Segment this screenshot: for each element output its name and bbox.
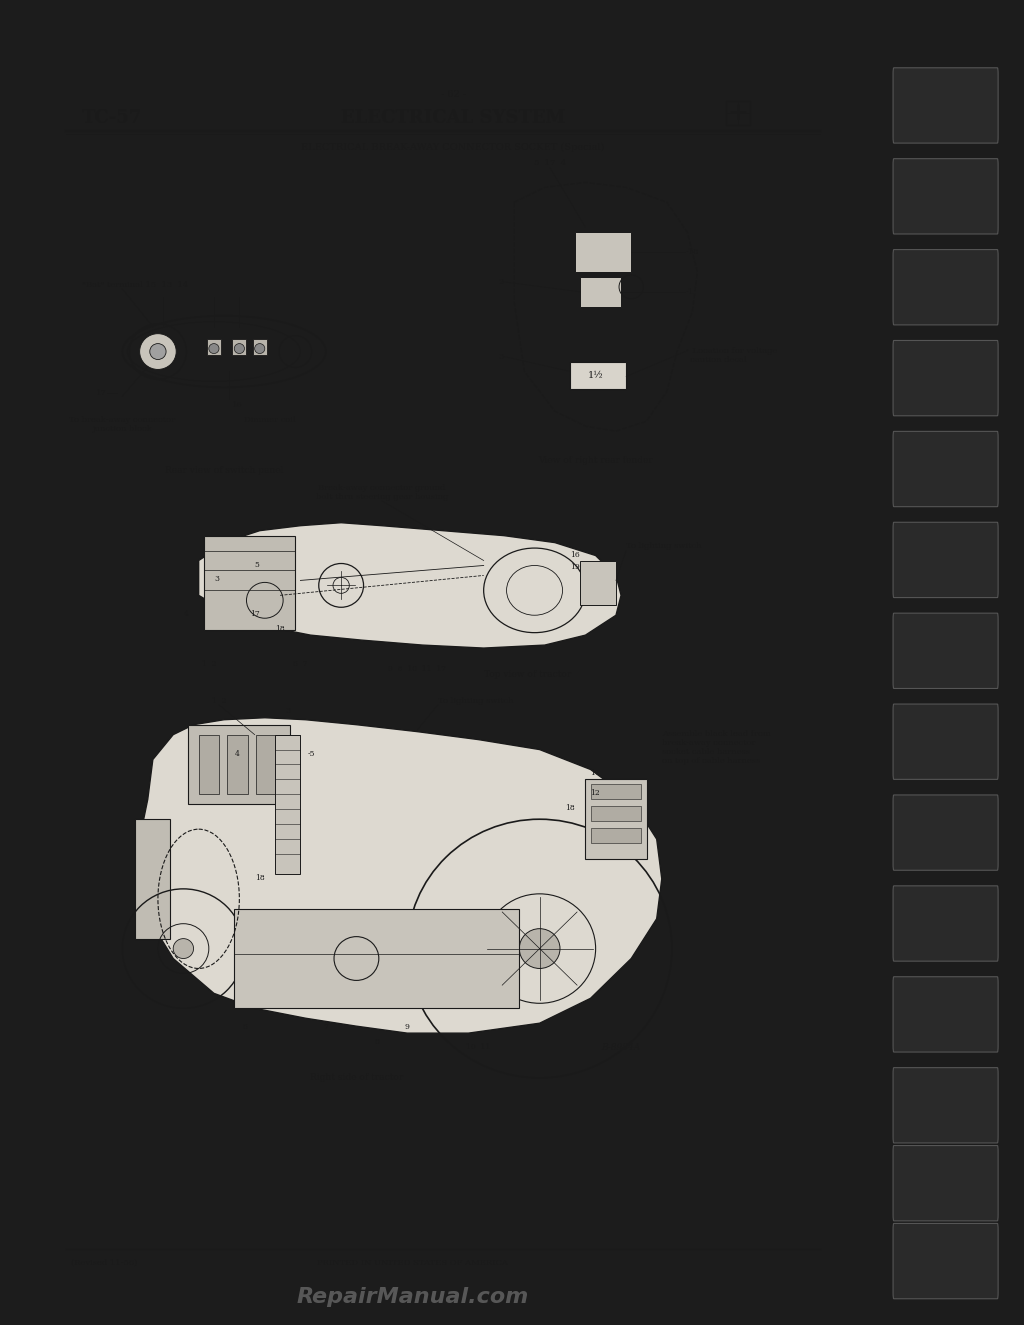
Text: To break-away connector
junction block: To break-away connector junction block: [70, 416, 175, 433]
Bar: [591, 807, 641, 822]
Text: Assemble black lead from
break-away connector
socket cable harness
on top of cab: Assemble black lead from break-away conn…: [662, 730, 770, 766]
Text: ELECTRICAL BREAK-AWAY CONNECTOR SOCKET (Special): ELECTRICAL BREAK-AWAY CONNECTOR SOCKET (…: [301, 143, 605, 152]
FancyBboxPatch shape: [893, 795, 998, 871]
Bar: [204, 535, 295, 631]
Text: • Location for voltage
  caution decal: • Location for voltage caution decal: [685, 347, 777, 364]
Text: Top view of tractor: Top view of tractor: [483, 670, 571, 678]
Circle shape: [519, 929, 560, 969]
Text: 6: 6: [242, 1023, 247, 1031]
Bar: [256, 734, 276, 795]
Text: - 62 -: - 62 -: [440, 90, 466, 99]
Circle shape: [139, 334, 176, 370]
Bar: [591, 828, 641, 843]
Text: 5: 5: [255, 560, 259, 568]
Text: 18: 18: [565, 804, 575, 812]
FancyBboxPatch shape: [893, 977, 998, 1052]
Text: 9  8  10  11  17: 9 8 10 11 17: [388, 665, 446, 673]
Bar: [199, 734, 219, 795]
FancyBboxPatch shape: [893, 432, 998, 506]
Text: 4: 4: [234, 750, 240, 758]
Bar: [134, 819, 170, 938]
Text: 17: 17: [96, 390, 108, 397]
FancyBboxPatch shape: [893, 341, 998, 416]
Text: -1: -1: [685, 288, 693, 295]
FancyBboxPatch shape: [893, 522, 998, 598]
Text: 17: 17: [591, 770, 600, 778]
Text: (Revised 11-56): (Revised 11-56): [72, 1259, 138, 1267]
Text: To lighting switch: To lighting switch: [438, 697, 513, 705]
Bar: [232, 339, 247, 355]
Text: 17: 17: [250, 611, 259, 619]
FancyBboxPatch shape: [893, 68, 998, 143]
Text: 1  2: 1 2: [212, 697, 226, 705]
Text: B-8984A: B-8984A: [601, 1043, 641, 1052]
Text: "Bat" terminal 15  13  14: "Bat" terminal 15 13 14: [82, 281, 187, 289]
Text: 12: 12: [591, 790, 600, 798]
Text: 9: 9: [404, 1023, 410, 1031]
Text: 5  17  4: 5 17 4: [534, 159, 566, 167]
Text: 18: 18: [255, 874, 265, 882]
Text: View of right rear fender: View of right rear fender: [539, 456, 653, 465]
Text: 3: 3: [285, 706, 290, 714]
Polygon shape: [137, 718, 662, 1034]
Circle shape: [150, 343, 166, 359]
FancyBboxPatch shape: [893, 249, 998, 325]
Text: PRINTED IN UNITED STATES OF AMERICA: PRINTED IN UNITED STATES OF AMERICA: [317, 1259, 508, 1267]
Text: +: +: [728, 101, 749, 125]
Text: To lighting switch: To lighting switch: [626, 542, 701, 550]
Bar: [207, 339, 221, 355]
FancyBboxPatch shape: [893, 1068, 998, 1143]
Bar: [227, 734, 248, 795]
Bar: [275, 734, 300, 874]
Bar: [253, 339, 267, 355]
FancyBboxPatch shape: [893, 1223, 998, 1298]
FancyBboxPatch shape: [893, 1146, 998, 1220]
FancyBboxPatch shape: [893, 886, 998, 961]
Text: 1½: 1½: [588, 371, 603, 380]
Text: 10  11: 10 11: [467, 1043, 490, 1051]
Text: -5: -5: [307, 750, 315, 758]
Bar: [188, 725, 290, 804]
Text: 19: 19: [570, 563, 580, 571]
Text: 18: 18: [275, 625, 285, 633]
Circle shape: [173, 938, 194, 958]
Text: 1  2: 1 2: [202, 660, 216, 668]
Text: 16: 16: [570, 551, 580, 559]
Text: 2: 2: [499, 278, 504, 286]
Text: 7: 7: [324, 1023, 329, 1031]
Text: RepairManual.com: RepairManual.com: [296, 1287, 528, 1306]
Text: 3: 3: [499, 352, 504, 360]
Circle shape: [234, 343, 245, 354]
Bar: [726, 101, 751, 125]
Text: ELECTRICAL SYSTEM: ELECTRICAL SYSTEM: [341, 109, 565, 127]
Bar: [570, 362, 626, 390]
FancyBboxPatch shape: [893, 704, 998, 779]
Text: Right side of tractor: Right side of tractor: [310, 1073, 403, 1083]
Circle shape: [255, 343, 265, 354]
Bar: [586, 779, 646, 859]
Bar: [591, 784, 641, 799]
Text: 16: 16: [232, 401, 243, 409]
Text: -18: -18: [685, 248, 698, 256]
Polygon shape: [199, 522, 622, 648]
Text: 6  7: 6 7: [293, 660, 307, 668]
Bar: [581, 277, 622, 307]
Text: Dimmer coil: Dimmer coil: [244, 416, 296, 424]
Text: Rear view of switch panel: Rear view of switch panel: [165, 466, 284, 474]
Text: Break-away connector ground
bolt thru steering gear housing: Break-away connector ground bolt thru st…: [315, 484, 449, 501]
Text: TC-57: TC-57: [82, 109, 142, 127]
Circle shape: [209, 343, 219, 354]
Bar: [575, 232, 631, 272]
Text: 3: 3: [214, 575, 219, 583]
FancyBboxPatch shape: [893, 159, 998, 235]
Text: 4: 4: [183, 611, 188, 619]
Text: 8: 8: [375, 1037, 379, 1047]
Bar: [581, 560, 616, 606]
Bar: [234, 909, 519, 1008]
FancyBboxPatch shape: [893, 613, 998, 689]
